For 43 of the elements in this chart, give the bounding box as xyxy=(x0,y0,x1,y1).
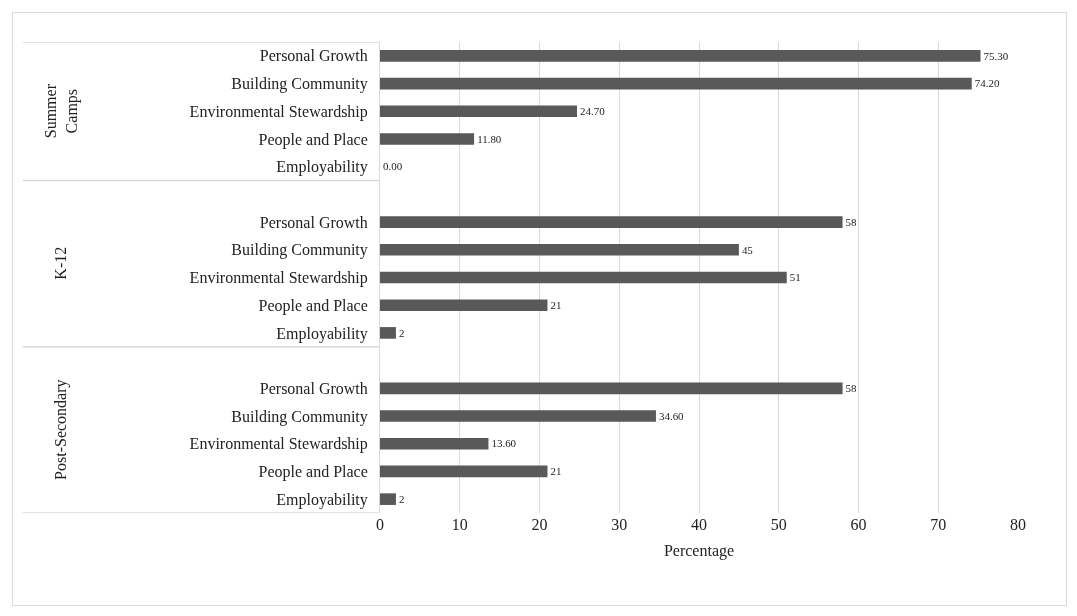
y-tick-label: Building Community xyxy=(231,407,368,426)
data-label: 21 xyxy=(550,465,562,478)
y-tick-label: People and Place xyxy=(258,296,368,315)
data-label: 58 xyxy=(845,215,858,228)
y-tick-label: Building Community xyxy=(231,241,368,260)
data-label: 24.70 xyxy=(579,105,606,118)
y-tick-label: Employability xyxy=(276,324,368,343)
x-tick-label: 60 xyxy=(850,516,867,533)
y-tick-label: Environmental Stewardship xyxy=(189,102,368,121)
x-tick-label: 30 xyxy=(611,516,628,533)
data-label: 58 xyxy=(845,382,858,395)
y-tick-label: Employability xyxy=(276,158,368,177)
y-tick-label: Environmental Stewardship xyxy=(189,435,368,454)
data-label: 2 xyxy=(398,326,405,339)
data-label: 34.60 xyxy=(658,409,685,422)
data-label: 13.60 xyxy=(491,437,517,450)
y-tick-label: Building Community xyxy=(231,75,368,94)
data-label: 45 xyxy=(741,243,754,256)
y-tick-label: People and Place xyxy=(258,130,368,149)
x-axis-title: Percentage xyxy=(663,541,735,560)
data-label: 0.00 xyxy=(383,160,403,173)
y-tick-label: Environmental Stewardship xyxy=(189,269,368,288)
x-tick-label: 0 xyxy=(376,516,384,533)
text: Summer Camps xyxy=(41,83,81,139)
y-tick-label: Personal Growth xyxy=(259,213,368,231)
x-tick-label: 50 xyxy=(770,516,787,533)
data-label: 11.80 xyxy=(477,132,502,145)
x-tick-label: 20 xyxy=(531,516,548,533)
y-tick-label: Personal Growth xyxy=(259,379,368,397)
y-tick-label: Personal Growth xyxy=(259,47,368,65)
data-label: 75.30 xyxy=(983,49,1009,62)
data-label: 74.20 xyxy=(974,77,1000,90)
data-label: 21 xyxy=(550,298,562,311)
x-tick-label: 40 xyxy=(691,516,707,533)
x-tick-label: 10 xyxy=(451,516,468,533)
x-tick-label: 80 xyxy=(1010,516,1026,533)
y-tick-label: Employability xyxy=(276,490,368,509)
text: Post-Secondary xyxy=(52,379,71,480)
data-label: 51 xyxy=(789,271,801,284)
x-tick-label: 70 xyxy=(930,516,947,533)
text: K-12 xyxy=(52,246,70,280)
y-tick-label: People and Place xyxy=(258,463,368,482)
data-label: 2 xyxy=(398,492,405,505)
